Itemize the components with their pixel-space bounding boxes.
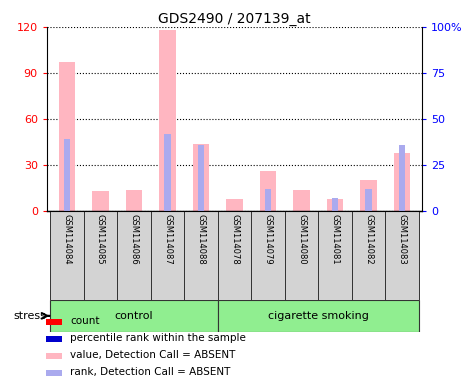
Text: GSM114078: GSM114078 bbox=[230, 214, 239, 265]
Bar bbox=[326, 199, 343, 211]
Text: GSM114082: GSM114082 bbox=[364, 214, 373, 265]
Bar bbox=[59, 62, 76, 211]
Text: count: count bbox=[70, 316, 99, 326]
Text: GSM114088: GSM114088 bbox=[197, 214, 205, 265]
Text: GSM114080: GSM114080 bbox=[297, 214, 306, 265]
Text: control: control bbox=[115, 311, 153, 321]
Bar bbox=[45, 353, 62, 359]
Bar bbox=[193, 144, 209, 211]
Bar bbox=[198, 145, 204, 211]
FancyBboxPatch shape bbox=[218, 211, 251, 300]
Text: GSM114086: GSM114086 bbox=[129, 214, 138, 265]
Text: GSM114083: GSM114083 bbox=[398, 214, 407, 265]
Bar bbox=[226, 199, 243, 211]
Text: percentile rank within the sample: percentile rank within the sample bbox=[70, 333, 246, 343]
Text: GSM114084: GSM114084 bbox=[62, 214, 71, 265]
Text: cigarette smoking: cigarette smoking bbox=[268, 311, 369, 321]
Bar bbox=[45, 370, 62, 376]
FancyBboxPatch shape bbox=[218, 300, 419, 332]
Text: GSM114079: GSM114079 bbox=[264, 214, 272, 265]
FancyBboxPatch shape bbox=[50, 300, 218, 332]
Bar bbox=[159, 30, 176, 211]
FancyBboxPatch shape bbox=[184, 211, 218, 300]
FancyBboxPatch shape bbox=[117, 211, 151, 300]
Bar bbox=[64, 139, 70, 211]
Bar bbox=[360, 180, 377, 211]
Text: value, Detection Call = ABSENT: value, Detection Call = ABSENT bbox=[70, 350, 235, 360]
Bar bbox=[265, 189, 271, 211]
FancyBboxPatch shape bbox=[352, 211, 385, 300]
FancyBboxPatch shape bbox=[50, 211, 84, 300]
Bar bbox=[45, 319, 62, 325]
Bar bbox=[126, 190, 143, 211]
Text: GSM114085: GSM114085 bbox=[96, 214, 105, 265]
Bar bbox=[399, 145, 405, 211]
Bar bbox=[293, 190, 310, 211]
Text: stress: stress bbox=[13, 311, 46, 321]
FancyBboxPatch shape bbox=[151, 211, 184, 300]
FancyBboxPatch shape bbox=[385, 211, 419, 300]
FancyBboxPatch shape bbox=[318, 211, 352, 300]
Text: GSM114087: GSM114087 bbox=[163, 214, 172, 265]
Title: GDS2490 / 207139_at: GDS2490 / 207139_at bbox=[158, 12, 311, 26]
Bar bbox=[260, 171, 276, 211]
Bar bbox=[92, 191, 109, 211]
FancyBboxPatch shape bbox=[251, 211, 285, 300]
Bar bbox=[45, 336, 62, 342]
Bar bbox=[393, 153, 410, 211]
FancyBboxPatch shape bbox=[285, 211, 318, 300]
FancyBboxPatch shape bbox=[84, 211, 117, 300]
Bar bbox=[365, 189, 371, 211]
Text: GSM114081: GSM114081 bbox=[331, 214, 340, 265]
Bar bbox=[165, 134, 171, 211]
Text: rank, Detection Call = ABSENT: rank, Detection Call = ABSENT bbox=[70, 367, 231, 377]
Bar bbox=[332, 198, 338, 211]
